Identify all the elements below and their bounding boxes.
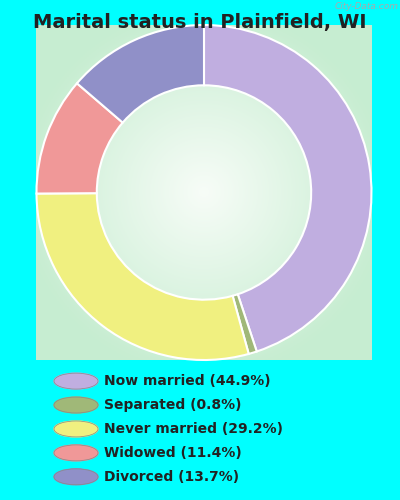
Wedge shape xyxy=(233,294,257,354)
Wedge shape xyxy=(36,193,249,360)
Circle shape xyxy=(54,373,98,389)
Wedge shape xyxy=(77,25,204,122)
Wedge shape xyxy=(204,25,372,351)
Text: Widowed (11.4%): Widowed (11.4%) xyxy=(104,446,242,460)
Text: Now married (44.9%): Now married (44.9%) xyxy=(104,374,271,388)
Text: Never married (29.2%): Never married (29.2%) xyxy=(104,422,283,436)
Text: Divorced (13.7%): Divorced (13.7%) xyxy=(104,470,239,484)
Circle shape xyxy=(54,421,98,437)
Text: Marital status in Plainfield, WI: Marital status in Plainfield, WI xyxy=(33,13,367,32)
Text: City-Data.com: City-Data.com xyxy=(334,2,398,11)
Circle shape xyxy=(54,445,98,461)
Text: Separated (0.8%): Separated (0.8%) xyxy=(104,398,242,412)
Circle shape xyxy=(54,469,98,485)
Wedge shape xyxy=(36,84,123,194)
Circle shape xyxy=(54,397,98,413)
